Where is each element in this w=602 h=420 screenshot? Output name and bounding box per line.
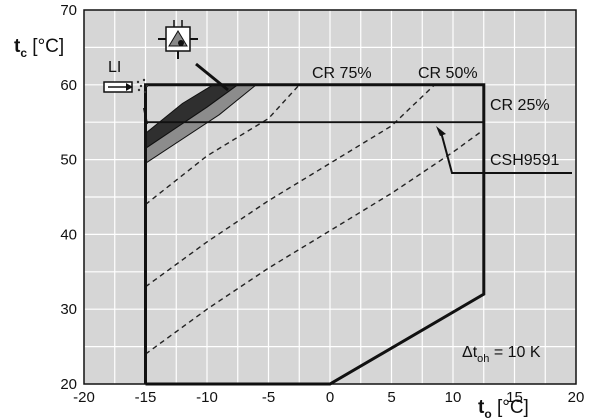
x-tick-label: -15 bbox=[135, 389, 157, 406]
y-axis-label: tc [°C] bbox=[14, 36, 64, 60]
cr-line-75 bbox=[145, 84, 300, 206]
superheat-label-value: = 10 K bbox=[489, 344, 540, 361]
x-tick-label: 5 bbox=[387, 389, 395, 406]
y-tick-label: 70 bbox=[60, 2, 77, 19]
x-axis-label-unit: [°C] bbox=[492, 397, 529, 418]
y-tick-label: 60 bbox=[60, 77, 77, 94]
cr25-label: CR 25% bbox=[490, 97, 550, 114]
y-axis-label-unit: [°C] bbox=[27, 36, 64, 57]
valve-pointer bbox=[195, 62, 229, 92]
x-axis-label: to [°C] bbox=[478, 397, 529, 420]
x-tick-label: 20 bbox=[568, 389, 585, 406]
y-tick-labels: 20 30 40 50 60 70 bbox=[60, 2, 77, 393]
superheat-label: Δtoh = 10 K bbox=[462, 344, 541, 365]
x-tick-label: 0 bbox=[326, 389, 334, 406]
cr-line-25 bbox=[145, 129, 485, 355]
x-tick-labels: -20 -15 -10 -5 0 5 10 15 20 bbox=[73, 389, 584, 406]
x-tick-label: 10 bbox=[445, 389, 462, 406]
cr75-label: CR 75% bbox=[312, 65, 372, 82]
x-axis-label-sub: o bbox=[484, 407, 491, 420]
y-tick-label: 40 bbox=[60, 226, 77, 243]
plot-frame bbox=[83, 9, 577, 385]
csh-label: CSH9591 bbox=[490, 152, 559, 169]
x-tick-label: -10 bbox=[196, 389, 218, 406]
cr-lines bbox=[145, 84, 485, 355]
superheat-label-sub: oh bbox=[477, 353, 489, 365]
x-tick-label: -20 bbox=[73, 389, 95, 406]
y-axis-label-main: t bbox=[14, 36, 21, 57]
y-axis-label-sub: c bbox=[20, 46, 27, 60]
injection-valve-icon bbox=[158, 20, 198, 59]
x-tick-label: 15 bbox=[506, 389, 523, 406]
li-pointer bbox=[143, 107, 148, 125]
y-tick-label: 30 bbox=[60, 301, 77, 318]
x-axis-label-main: t bbox=[478, 397, 485, 418]
li-label: LI bbox=[108, 59, 121, 76]
cr50-label: CR 50% bbox=[418, 65, 478, 82]
y-tick-label: 20 bbox=[60, 376, 77, 393]
superheat-label-main: Δt bbox=[462, 344, 478, 361]
csh-pointer-arrowhead bbox=[436, 126, 446, 136]
csh-pointer bbox=[440, 131, 572, 174]
y-tick-label: 50 bbox=[60, 152, 77, 169]
liquid-injection-icon bbox=[103, 78, 149, 94]
x-tick-label: -5 bbox=[262, 389, 275, 406]
cr-line-50 bbox=[145, 84, 436, 288]
